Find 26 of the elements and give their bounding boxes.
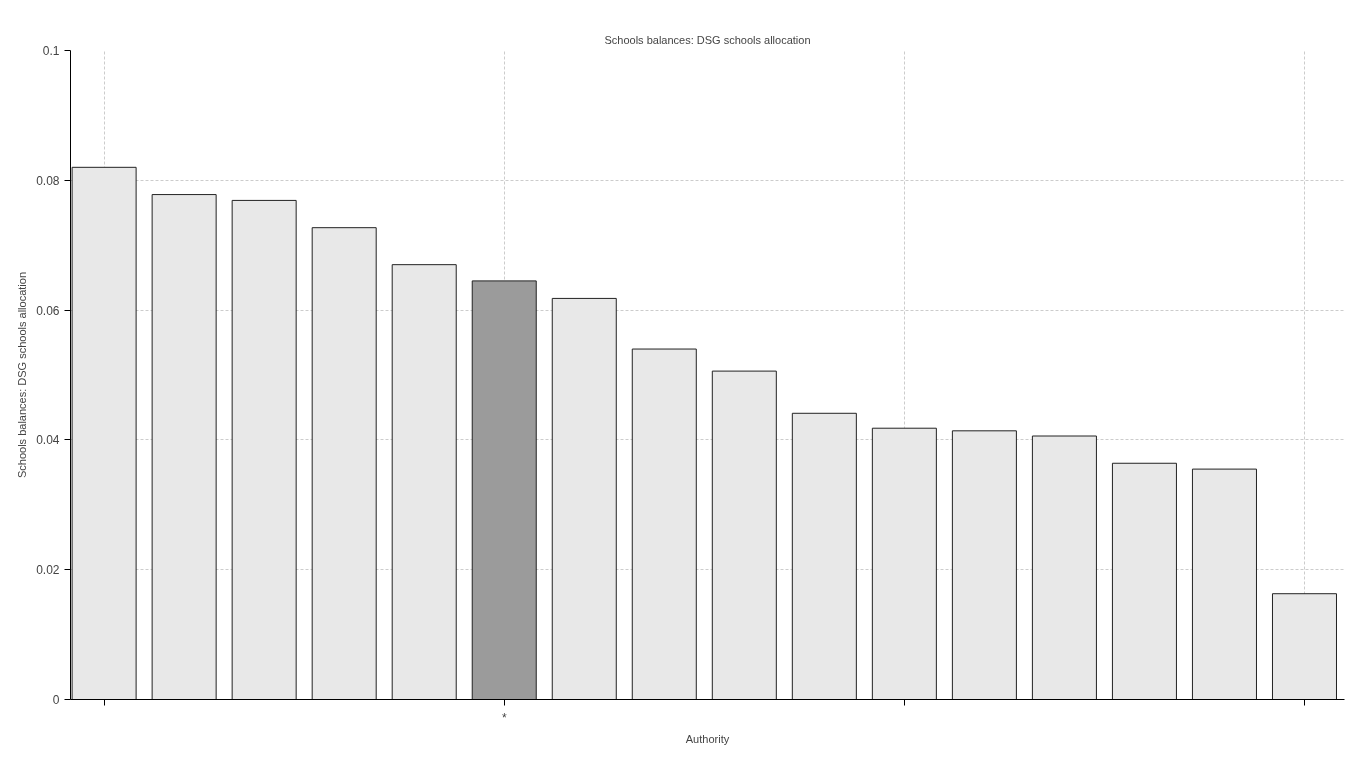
y-tick-label: 0.08 <box>36 173 60 188</box>
bar <box>631 348 697 700</box>
bar <box>1191 468 1257 700</box>
bar <box>151 194 217 700</box>
bar <box>471 280 537 700</box>
y-tick-label: 0.06 <box>36 303 60 318</box>
bar <box>711 370 777 700</box>
y-tick-label: 0.1 <box>42 44 60 58</box>
y-axis-title: Schools balances: DSG schools allocation <box>16 271 29 479</box>
bar <box>231 199 297 700</box>
bar <box>791 412 857 700</box>
bar <box>551 297 617 700</box>
bar <box>871 427 937 700</box>
bar <box>951 430 1017 700</box>
bar <box>1031 435 1097 700</box>
bar <box>71 166 137 700</box>
bar <box>1111 462 1177 700</box>
y-tick-label: 0.02 <box>36 563 60 578</box>
x-tick-label: * <box>501 710 507 725</box>
y-tick-label: 0 <box>52 693 60 707</box>
bar <box>391 264 457 700</box>
bar <box>1271 593 1337 700</box>
y-tick-label: 0.04 <box>36 433 60 448</box>
chart-title: Schools balances: DSG schools allocation <box>604 33 811 46</box>
bar <box>311 227 377 700</box>
x-axis-title: Authority <box>685 732 730 745</box>
